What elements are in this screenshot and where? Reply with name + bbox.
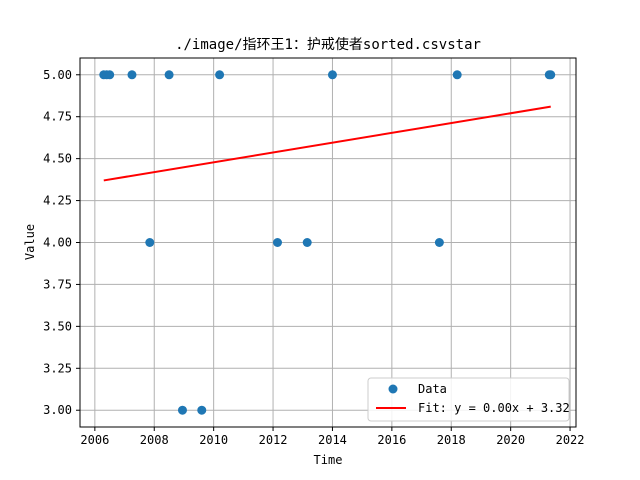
- x-tick-label: 2022: [556, 433, 585, 447]
- x-axis: 2006 2008 2010 2012 2014 2016 2018 2020 2022: [80, 427, 585, 447]
- x-tick-label: 2014: [318, 433, 347, 447]
- x-tick-label: 2016: [377, 433, 406, 447]
- y-tick-label: 3.25: [43, 361, 72, 375]
- fit-line-layer: [103, 105, 551, 182]
- data-point: [215, 70, 225, 80]
- data-points: [99, 70, 556, 415]
- x-axis-label: Time: [314, 453, 343, 467]
- y-tick-label: 5.00: [43, 68, 72, 82]
- y-tick-label: 4.75: [43, 110, 72, 124]
- y-tick-label: 3.00: [43, 403, 72, 417]
- data-point: [452, 70, 462, 80]
- y-tick-label: 4.50: [43, 152, 72, 166]
- data-point: [127, 70, 137, 80]
- x-tick-label: 2006: [80, 433, 109, 447]
- data-point: [546, 70, 556, 80]
- x-tick-label: 2010: [199, 433, 228, 447]
- y-tick-label: 3.50: [43, 319, 72, 333]
- chart-title: ./image/指环王1：护戒使者sorted.csvstar: [175, 36, 481, 53]
- data-point: [434, 238, 444, 247]
- y-tick-label: 3.75: [43, 277, 72, 291]
- data-point: [164, 70, 174, 80]
- y-tick-label: 4.25: [43, 194, 72, 208]
- x-tick-label: 2018: [437, 433, 466, 447]
- y-axis-label: Value: [23, 224, 37, 260]
- data-point: [105, 70, 115, 80]
- x-tick-label: 2012: [259, 433, 288, 447]
- data-point: [302, 238, 312, 247]
- y-axis: 3.00 3.25 3.50 3.75 4.00 4.25 4.50 4.75 5.00: [43, 68, 80, 417]
- data-point: [273, 238, 283, 247]
- data-point: [327, 70, 337, 80]
- x-tick-label: 2008: [140, 433, 169, 447]
- data-point: [177, 405, 187, 415]
- fit-line: [103, 105, 551, 182]
- legend: Data Fit: y = 0.00x + 3.32: [367, 377, 570, 422]
- data-point: [145, 238, 155, 247]
- legend-label-fit: Fit: y = 0.00x + 3.32: [418, 401, 570, 415]
- legend-box: [367, 377, 570, 422]
- legend-marker-data: [388, 384, 398, 394]
- x-tick-label: 2020: [496, 433, 525, 447]
- y-tick-label: 4.00: [43, 236, 72, 250]
- legend-label-data: Data: [418, 382, 447, 396]
- data-point: [197, 405, 207, 415]
